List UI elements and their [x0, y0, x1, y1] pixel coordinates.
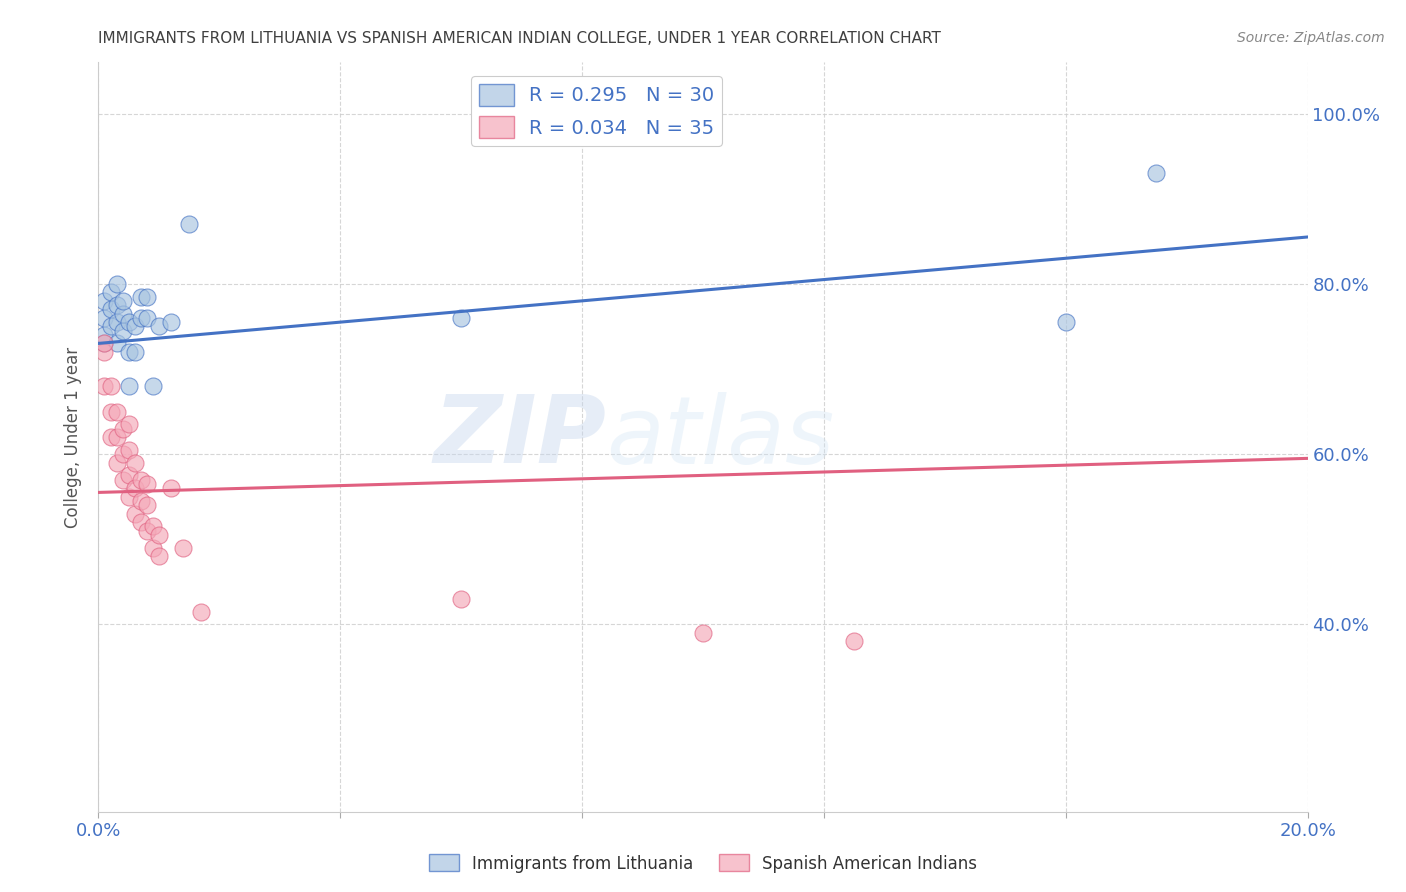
Point	[124, 507, 146, 521]
Point	[148, 319, 170, 334]
Point	[111, 293, 134, 308]
Point	[111, 307, 134, 321]
Point	[105, 430, 128, 444]
Point	[124, 319, 146, 334]
Point	[93, 379, 115, 393]
Point	[118, 442, 141, 457]
Point	[124, 456, 146, 470]
Point	[135, 310, 157, 325]
Point	[100, 379, 122, 393]
Point	[105, 404, 128, 418]
Y-axis label: College, Under 1 year: College, Under 1 year	[65, 346, 83, 528]
Point	[100, 285, 122, 300]
Point	[1054, 315, 1077, 329]
Point	[100, 430, 122, 444]
Point	[160, 481, 183, 495]
Point	[148, 549, 170, 564]
Point	[179, 217, 201, 231]
Legend: R = 0.295   N = 30, R = 0.034   N = 35: R = 0.295 N = 30, R = 0.034 N = 35	[471, 76, 723, 146]
Point	[129, 473, 152, 487]
Point	[135, 289, 157, 303]
Point	[129, 289, 152, 303]
Point	[129, 515, 152, 529]
Point	[135, 524, 157, 538]
Text: IMMIGRANTS FROM LITHUANIA VS SPANISH AMERICAN INDIAN COLLEGE, UNDER 1 YEAR CORRE: IMMIGRANTS FROM LITHUANIA VS SPANISH AME…	[98, 31, 941, 46]
Point	[450, 591, 472, 606]
Point	[172, 541, 194, 555]
Point	[111, 421, 134, 435]
Point	[100, 302, 122, 317]
Point	[105, 277, 128, 291]
Point	[118, 490, 141, 504]
Point	[100, 404, 122, 418]
Text: ZIP: ZIP	[433, 391, 606, 483]
Point	[93, 293, 115, 308]
Point	[93, 345, 115, 359]
Point	[129, 310, 152, 325]
Point	[692, 626, 714, 640]
Point	[450, 310, 472, 325]
Point	[142, 519, 165, 533]
Point	[118, 345, 141, 359]
Point	[105, 456, 128, 470]
Point	[135, 498, 157, 512]
Point	[118, 468, 141, 483]
Point	[142, 541, 165, 555]
Point	[105, 315, 128, 329]
Point	[844, 634, 866, 648]
Point	[100, 319, 122, 334]
Point	[93, 327, 115, 342]
Point	[118, 315, 141, 329]
Point	[118, 379, 141, 393]
Point	[93, 336, 115, 351]
Point	[190, 605, 212, 619]
Point	[1144, 166, 1167, 180]
Point	[111, 473, 134, 487]
Point	[118, 417, 141, 432]
Point	[111, 324, 134, 338]
Text: Source: ZipAtlas.com: Source: ZipAtlas.com	[1237, 31, 1385, 45]
Point	[124, 481, 146, 495]
Point	[105, 336, 128, 351]
Point	[93, 310, 115, 325]
Legend: Immigrants from Lithuania, Spanish American Indians: Immigrants from Lithuania, Spanish Ameri…	[422, 847, 984, 880]
Point	[135, 476, 157, 491]
Point	[124, 345, 146, 359]
Point	[148, 528, 170, 542]
Point	[129, 494, 152, 508]
Point	[105, 298, 128, 312]
Point	[160, 315, 183, 329]
Point	[93, 336, 115, 351]
Point	[111, 447, 134, 461]
Text: atlas: atlas	[606, 392, 835, 483]
Point	[142, 379, 165, 393]
